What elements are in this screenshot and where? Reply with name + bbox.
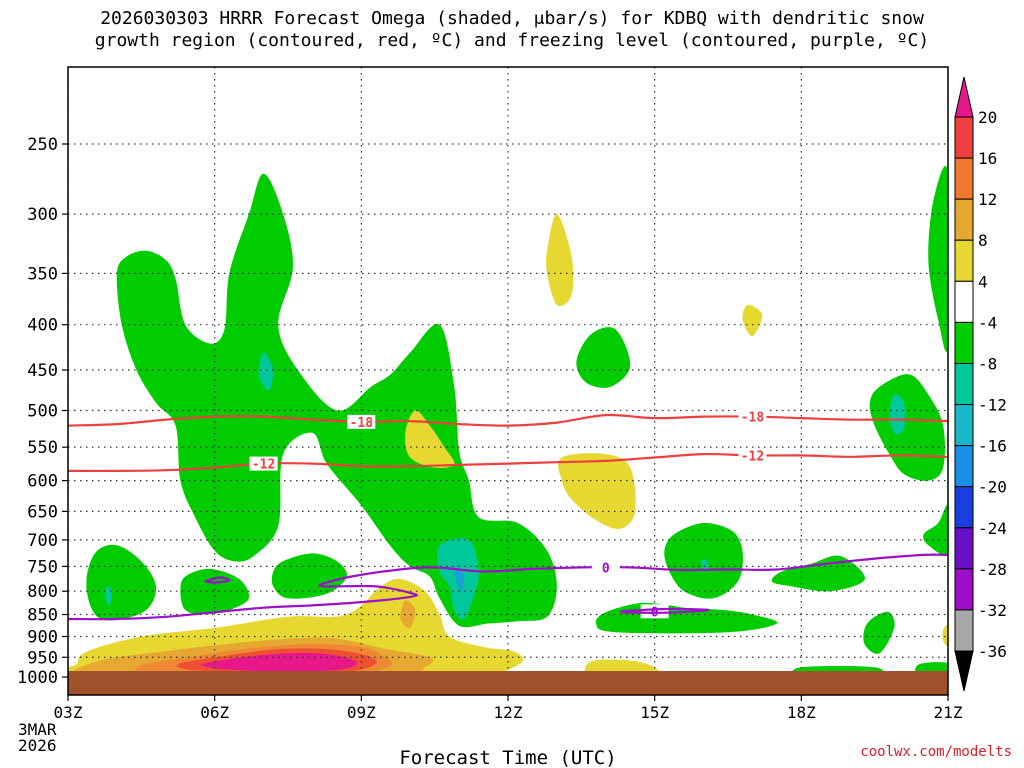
omega-region-19 [453, 570, 465, 592]
colorbar-bin-0 [954, 116, 974, 159]
contour--18-0 [68, 413, 948, 427]
x-tick-label-09Z: 09Z [347, 703, 376, 722]
y-tick-label-800: 800 [27, 582, 58, 602]
omega-region-1 [86, 544, 157, 621]
colorbar-label-8: -16 [978, 437, 1007, 456]
x-tick-label-18Z: 18Z [787, 703, 816, 722]
x-tick-label-03Z: 03Z [54, 703, 83, 722]
contour-0-4 [620, 607, 710, 614]
y-tick-label-750: 750 [27, 557, 58, 577]
y-tick-label-700: 700 [27, 531, 58, 551]
colorbar-label-6: -8 [978, 354, 997, 373]
omega-region-10 [923, 504, 948, 556]
colorbar-bin-4 [954, 280, 974, 323]
y-tick-label-250: 250 [27, 135, 58, 155]
colorbar-label-4: 4 [978, 272, 988, 291]
y-tick-label-850: 850 [27, 606, 58, 626]
omega-region-4 [576, 327, 631, 388]
y-tick-label-950: 950 [27, 648, 58, 668]
colorbar-label-10: -24 [978, 519, 1007, 538]
omega-region-2 [180, 568, 250, 615]
omega-region-22 [545, 214, 574, 307]
colorbar-bin-1 [954, 157, 974, 200]
chart-title-line2: growth region (contoured, red, ºC) and f… [94, 30, 930, 51]
contour-0-3 [204, 576, 231, 584]
colorbar-bin-5 [954, 321, 974, 364]
y-tick-label-650: 650 [27, 502, 58, 522]
chart-title-line1: 2026030303 HRRR Forecast Omega (shaded, … [100, 8, 924, 29]
omega-region-9 [928, 165, 948, 352]
colorbar-bin-8 [954, 445, 974, 488]
omega-region-23 [742, 304, 763, 337]
omega-region-7 [771, 555, 866, 592]
colorbar-label-0: 20 [978, 108, 997, 127]
y-tick-label-550: 550 [27, 438, 58, 458]
y-tick-label-450: 450 [27, 361, 58, 381]
y-tick-label-600: 600 [27, 472, 58, 492]
colorbar-under-arrow [954, 650, 974, 692]
colorbar-label-5: -4 [978, 313, 997, 332]
omega-region-21 [405, 410, 455, 469]
x-axis-label: Forecast Time (UTC) [399, 747, 616, 768]
y-tick-label-500: 500 [27, 402, 58, 422]
colorbar-label-3: 8 [978, 231, 988, 250]
colorbar-label-11: -28 [978, 560, 1007, 579]
contour-label-0-1: -18 [741, 411, 765, 426]
contour-label-bg-1-1 [738, 448, 767, 463]
y-tick-label-1000: 1000 [17, 668, 58, 688]
y-tick-label-350: 350 [27, 264, 58, 284]
colorbar-label-9: -20 [978, 478, 1007, 497]
contour-label-bg-0-1 [738, 409, 767, 424]
contour-label-bg-2-1 [640, 604, 669, 619]
contour--12-1 [68, 452, 948, 473]
contour-label-0-0: -18 [350, 416, 374, 431]
x-tick-label-21Z: 21Z [934, 703, 963, 722]
colorbar-bin-3 [954, 239, 974, 282]
omega-region-18 [701, 558, 709, 572]
omega-region-17 [889, 394, 906, 435]
ground-strip [68, 671, 948, 695]
x-date-label-1: 2026 [18, 736, 57, 755]
colorbar-bin-2 [954, 198, 974, 241]
contour-label-1-1: -12 [741, 449, 764, 464]
colorbar-bin-10 [954, 527, 974, 570]
omega-region-28 [400, 600, 416, 629]
contour-label-bg-1-0 [249, 456, 278, 471]
omega-region-31 [200, 653, 358, 672]
omega-region-0 [116, 173, 557, 628]
colorbar-bin-7 [954, 404, 974, 447]
colorbar-label-7: -12 [978, 396, 1007, 415]
contour-0-2 [68, 553, 948, 621]
omega-region-24 [558, 453, 636, 529]
source-credit-link[interactable]: coolwx.com/modelts [860, 744, 1012, 760]
contour-label-2-0: 0 [602, 561, 610, 576]
x-tick-label-15Z: 15Z [640, 703, 669, 722]
colorbar-label-13: -36 [978, 642, 1007, 661]
contour-label-bg-0-0 [347, 414, 376, 429]
y-tick-label-400: 400 [27, 316, 58, 336]
colorbar-bin-9 [954, 486, 974, 529]
omega-region-15 [258, 352, 274, 391]
x-tick-label-06Z: 06Z [200, 703, 229, 722]
contour-label-bg-2-0 [591, 560, 620, 575]
x-date-label-0: 3MAR [18, 720, 57, 739]
omega-region-26 [942, 624, 948, 646]
colorbar-bin-11 [954, 568, 974, 611]
colorbar-label-12: -32 [978, 601, 1007, 620]
x-tick-label-12Z: 12Z [494, 703, 523, 722]
colorbar-bin-12 [954, 609, 974, 652]
colorbar-bin-6 [954, 362, 974, 406]
omega-region-11 [863, 611, 895, 654]
omega-region-8 [869, 374, 945, 481]
colorbar-over-arrow [954, 76, 974, 118]
y-tick-label-300: 300 [27, 205, 58, 225]
y-tick-label-900: 900 [27, 627, 58, 647]
colorbar-label-2: 12 [978, 190, 997, 209]
contour-label-1-0: -12 [252, 458, 275, 473]
colorbar-label-1: 16 [978, 149, 997, 168]
